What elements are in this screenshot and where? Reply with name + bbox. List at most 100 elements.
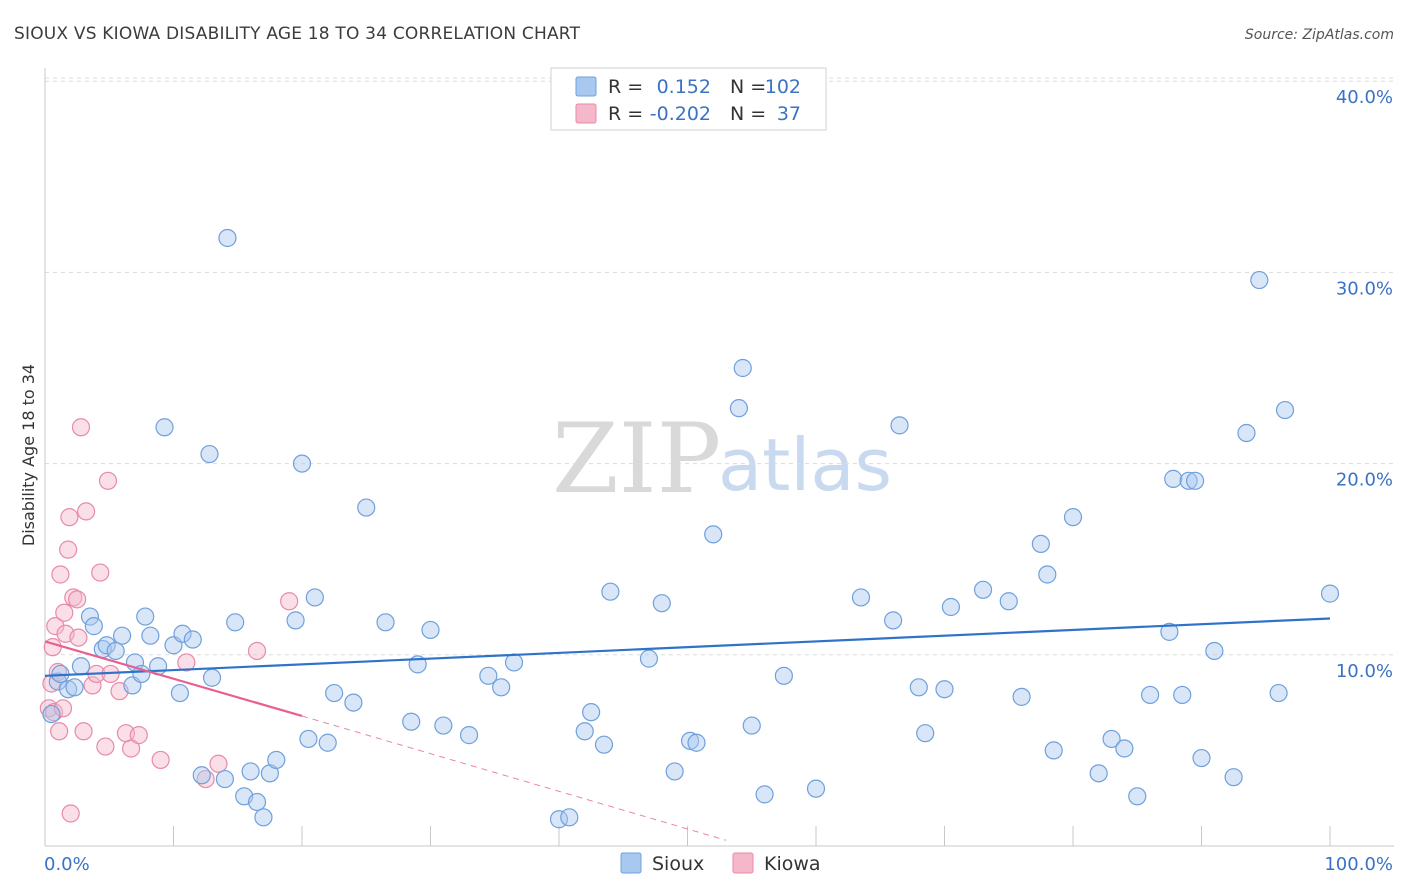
kiowa-point — [44, 703, 64, 722]
legend-n-value-sioux: 102 — [765, 76, 801, 98]
legend-r-label-kiowa: R = — [608, 103, 643, 125]
watermark-atlas: atlas — [718, 423, 892, 507]
sioux-point — [639, 649, 659, 668]
kiowa-point — [60, 508, 79, 527]
sioux-point — [1173, 685, 1192, 705]
sioux-point — [80, 607, 100, 626]
kiowa-point — [177, 653, 196, 672]
kiowa-point — [55, 603, 74, 622]
sioux-point — [1205, 641, 1224, 661]
sioux-point — [344, 693, 363, 712]
sioux-points — [42, 228, 1340, 829]
y-tick-label: 40.0% — [1336, 87, 1393, 108]
legend-r-value-sioux: 0.152 — [657, 76, 711, 98]
kiowa-point — [129, 726, 148, 745]
sioux-point — [218, 228, 237, 248]
sioux-point — [434, 716, 453, 735]
y-tick-label: 20.0% — [1336, 470, 1393, 491]
sioux-point — [65, 678, 84, 697]
x-tick-labels: 0.0% 100.0% — [44, 854, 1393, 875]
sioux-point — [1140, 685, 1160, 705]
kiowa-point — [151, 750, 170, 770]
sioux-point — [183, 630, 202, 649]
sioux-point — [941, 597, 961, 617]
sioux-point — [1185, 471, 1205, 490]
kiowa-point — [121, 739, 141, 758]
sioux-point — [84, 617, 103, 636]
sioux-point — [1031, 534, 1050, 554]
legend-r-label-sioux: R = — [608, 76, 643, 98]
sioux-point — [890, 416, 909, 435]
sioux-point — [226, 613, 245, 632]
sioux-point — [299, 729, 318, 749]
sioux-point — [479, 666, 498, 685]
sioux-point — [774, 666, 793, 685]
kiowa-point — [91, 563, 110, 582]
kiowa-point — [77, 502, 96, 521]
kiowa-trend-line — [44, 640, 303, 718]
sioux-point — [202, 668, 222, 687]
watermark-zip: ZIP — [552, 403, 721, 515]
sioux-point — [1160, 622, 1179, 641]
sioux-point — [200, 444, 219, 464]
sioux-point — [1179, 471, 1198, 490]
bottom-legend-swatch-sioux — [620, 852, 642, 874]
sioux-point — [1237, 423, 1256, 443]
legend-n-label-kiowa: N = — [730, 103, 766, 125]
sioux-point — [504, 653, 524, 672]
kiowa-point — [51, 565, 70, 584]
sioux-point — [286, 611, 305, 630]
correlation-legend: R = 0.152 N = 102 R = -0.202 N = 37 — [550, 67, 827, 131]
sioux-point — [247, 792, 267, 812]
sioux-point — [883, 611, 903, 630]
sioux-point — [851, 588, 871, 607]
sioux-point — [136, 607, 155, 626]
sioux-point — [742, 716, 761, 735]
sioux-point — [305, 588, 324, 607]
sioux-point — [421, 620, 440, 640]
y-axis-label: Disability Age 18 to 34 — [19, 364, 38, 546]
kiowa-point — [96, 737, 115, 756]
legend-swatch-sioux — [575, 76, 597, 97]
kiowa-point — [98, 471, 118, 490]
kiowa-point — [61, 804, 80, 823]
sioux-point — [173, 624, 192, 643]
legend-r-value-kiowa: -0.202 — [650, 103, 711, 125]
kiowa-point — [68, 590, 87, 609]
sioux-point — [733, 358, 752, 378]
sioux-point — [704, 525, 723, 544]
sioux-point — [155, 418, 174, 437]
sioux-point — [1224, 768, 1243, 787]
legend-n-label-sioux: N = — [730, 76, 766, 98]
sioux-point — [582, 703, 601, 722]
kiowa-point — [83, 676, 102, 695]
sioux-point — [665, 762, 684, 781]
sioux-point — [376, 613, 395, 632]
sioux-trend-line — [44, 617, 1331, 677]
sioux-point — [806, 779, 826, 798]
kiowa-point — [280, 592, 299, 611]
bottom-legend-label-sioux: Sioux — [652, 853, 704, 875]
sioux-point — [1115, 739, 1134, 758]
sioux-point — [1102, 729, 1121, 749]
kiowa-point — [46, 617, 65, 636]
sioux-point — [909, 678, 928, 697]
sioux-point — [680, 731, 700, 750]
bottom-legend-swatch-kiowa — [732, 852, 754, 874]
sioux-point — [729, 399, 749, 418]
sioux-point — [652, 594, 671, 613]
sioux-point — [254, 808, 273, 827]
kiowa-point — [247, 641, 267, 661]
sioux-point — [325, 683, 344, 703]
kiowa-point — [59, 540, 78, 559]
sioux-point — [601, 582, 620, 601]
sioux-point — [402, 712, 421, 731]
x-tick-label: 100.0% — [1324, 854, 1393, 875]
sioux-point — [999, 592, 1018, 611]
sioux-point — [170, 683, 190, 703]
sioux-point — [1164, 469, 1183, 488]
y-tick-label: 10.0% — [1336, 661, 1393, 682]
sioux-point — [755, 785, 774, 804]
series-legend: Sioux Kiowa — [620, 852, 821, 875]
